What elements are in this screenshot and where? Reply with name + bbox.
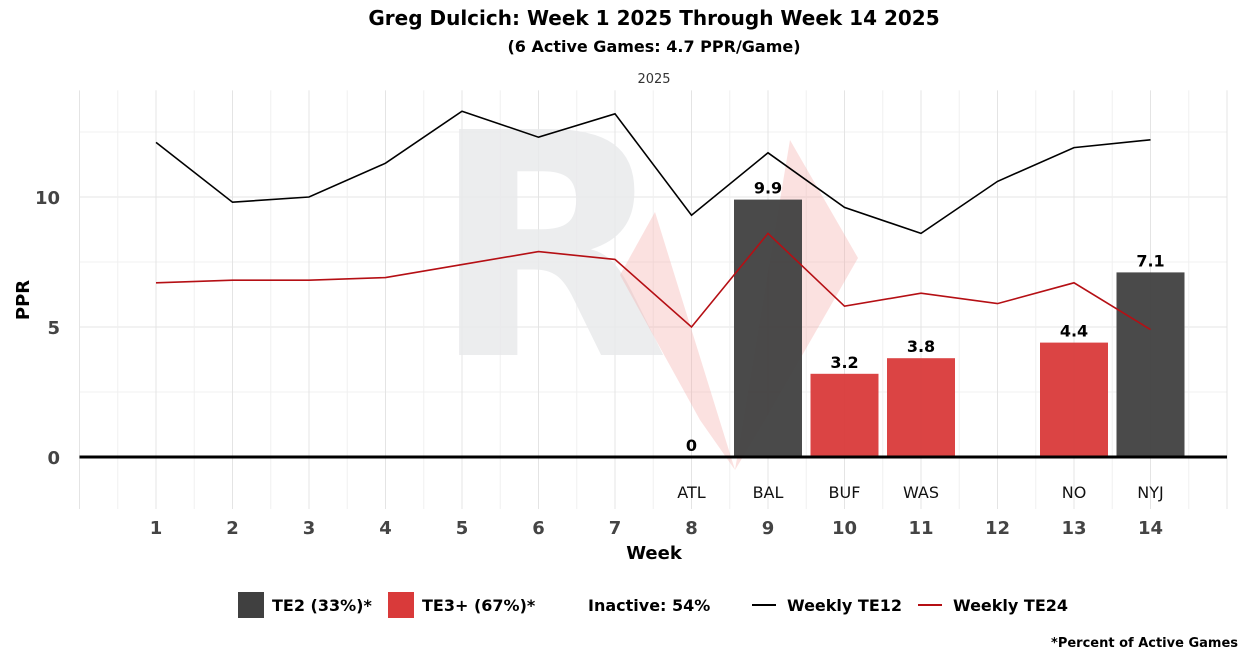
x-tick-label: 13 <box>1061 518 1086 539</box>
legend: TE2 (33%)* TE3+ (67%)* Inactive: 54% Weekly… <box>238 592 1068 618</box>
y-tick-label: 10 <box>35 188 60 209</box>
x-tick-label: 11 <box>908 518 933 539</box>
opponent-label: NO <box>1062 483 1087 502</box>
opponent-label: NYJ <box>1137 483 1163 502</box>
legend-label: Weekly TE24 <box>953 596 1068 615</box>
series-line-te12 <box>155 110 1151 235</box>
lines <box>155 110 1151 331</box>
chart-title: Greg Dulcich: Week 1 2025 Through Week 1… <box>368 6 939 30</box>
opponent-label: BAL <box>753 483 784 502</box>
x-tick-label: 5 <box>456 518 469 539</box>
bar-label: 3.2 <box>830 353 858 372</box>
bar-week-9 <box>734 199 802 457</box>
bar-label: 3.8 <box>907 337 935 356</box>
x-tick-label: 9 <box>762 518 775 539</box>
svg-text:R: R <box>431 68 670 429</box>
x-tick-label: 6 <box>532 518 545 539</box>
legend-swatch-1 <box>388 592 414 618</box>
legend-label: TE2 (33%)* <box>272 596 372 615</box>
series-line-te24 <box>155 232 1151 331</box>
x-tick-label: 2 <box>226 518 239 539</box>
y-tick-label: 5 <box>47 318 60 339</box>
legend-swatch-0 <box>238 592 264 618</box>
bar-week-13 <box>1040 342 1108 457</box>
bar-week-11 <box>887 358 955 457</box>
bars: 0 ATL 9.9 BAL 3.2 BUF 3.8 WAS 4.4 NO 7.1 NYJ <box>677 179 1185 502</box>
bar-week-14 <box>1116 272 1185 457</box>
bar-label: 0 <box>686 436 697 455</box>
y-axis-label: PPR <box>13 280 34 320</box>
x-tick-label: 4 <box>379 518 392 539</box>
x-tick-label: 10 <box>832 518 857 539</box>
y-tick-label: 0 <box>47 448 60 469</box>
x-tick-label: 14 <box>1138 518 1163 539</box>
x-tick-label: 12 <box>985 518 1010 539</box>
legend-label: Inactive: 54% <box>588 596 710 615</box>
x-tick-label: 3 <box>303 518 316 539</box>
bar-label: 4.4 <box>1060 322 1088 341</box>
legend-label: Weekly TE12 <box>787 596 902 615</box>
x-tick-label: 1 <box>150 518 163 539</box>
x-axis-label: Week <box>626 543 683 564</box>
grid <box>79 90 1228 509</box>
bar-label: 7.1 <box>1136 251 1164 270</box>
bar-week-10 <box>810 373 879 457</box>
chart-subtitle: (6 Active Games: 4.7 PPR/Game) <box>507 37 800 56</box>
opponent-label: ATL <box>677 483 705 502</box>
x-tick-label: 7 <box>609 518 622 539</box>
opponent-label: WAS <box>903 483 939 502</box>
facet-label: 2025 <box>637 72 670 87</box>
opponent-label: BUF <box>829 483 861 502</box>
bar-label: 9.9 <box>754 179 782 198</box>
footnote: *Percent of Active Games <box>1051 636 1238 651</box>
legend-label: TE3+ (67%)* <box>422 596 536 615</box>
x-tick-label: 8 <box>685 518 698 539</box>
